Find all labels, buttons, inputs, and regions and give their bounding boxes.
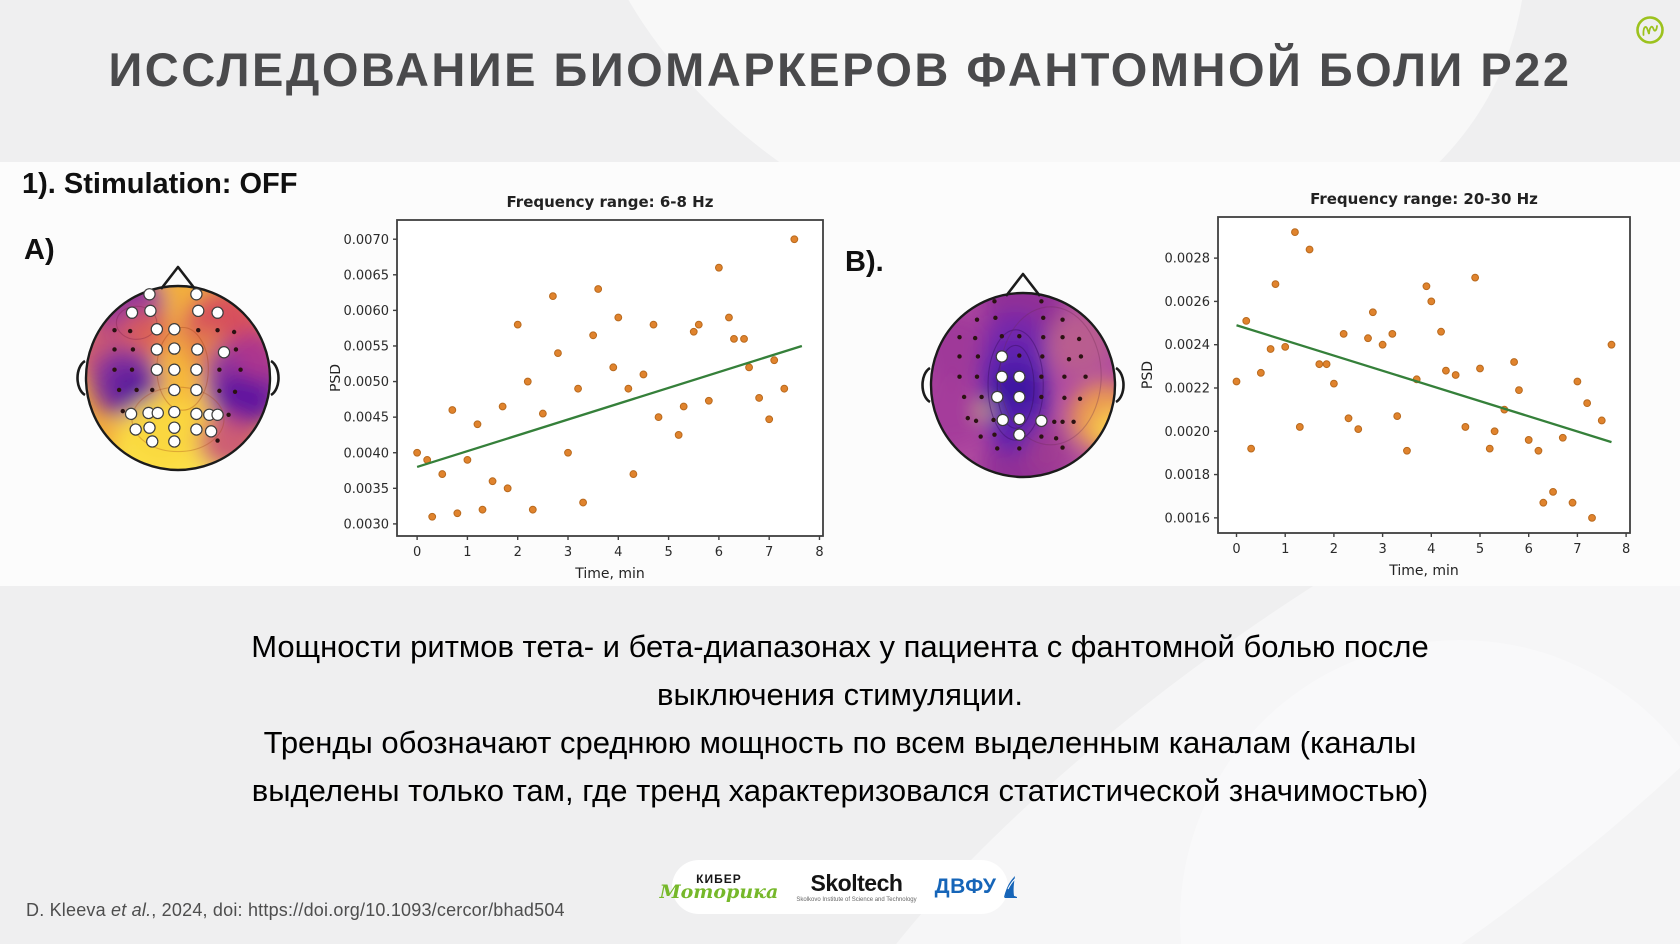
skoltech-logo: Skoltech Skolkovo Institute of Science a… (796, 869, 917, 903)
svg-text:Frequency range: 6-8 Hz: Frequency range: 6-8 Hz (507, 193, 714, 211)
svg-text:0: 0 (413, 545, 421, 560)
svg-text:0.0070: 0.0070 (344, 233, 390, 248)
svg-text:0.0018: 0.0018 (1165, 468, 1211, 483)
svg-text:1: 1 (1281, 542, 1289, 557)
svg-text:2: 2 (1330, 542, 1338, 557)
dvfu-sail-icon (1004, 876, 1018, 898)
motorica-logo-icon (1636, 16, 1664, 44)
topomap-beta (921, 272, 1125, 479)
svg-text:0.0060: 0.0060 (344, 304, 390, 319)
scatter-plot-theta: Frequency range: 6-8 Hz 0 1 2 3 4 5 6 7 8 0.0030 0.… (330, 193, 824, 582)
svg-text:4: 4 (1427, 542, 1435, 557)
skoltech-logo-text: Skoltech (810, 869, 903, 896)
citation-rest: , 2024, doi: https://doi.org/10.1093/cer… (151, 900, 565, 920)
topomap-theta (76, 265, 280, 472)
panel-a-label: A) (24, 234, 55, 266)
svg-text:0.0020: 0.0020 (1165, 425, 1211, 440)
page-title: ИССЛЕДОВАНИЕ БИОМАРКЕРОВ ФАНТОМНОЙ БОЛИ … (108, 43, 1572, 96)
caption-line: Тренды обозначают среднюю мощность по вс… (263, 725, 1417, 760)
section-label: 1). Stimulation: OFF (22, 168, 298, 200)
svg-text:0.0065: 0.0065 (344, 268, 390, 283)
svg-text:0: 0 (1232, 542, 1240, 557)
svg-text:0.0040: 0.0040 (344, 446, 390, 461)
svg-text:6: 6 (1525, 542, 1533, 557)
svg-text:0.0028: 0.0028 (1165, 252, 1211, 267)
dvfu-logo: ДВФУ (935, 875, 1021, 899)
kibermotorica-logo: КИБЕР Моторика (660, 873, 779, 902)
svg-text:6: 6 (715, 545, 723, 560)
svg-text:4: 4 (614, 545, 622, 560)
svg-text:Time, min: Time, min (1388, 563, 1459, 579)
svg-text:5: 5 (664, 545, 672, 560)
svg-text:7: 7 (1573, 542, 1581, 557)
panel-b-label: B). (845, 246, 884, 278)
svg-text:0.0016: 0.0016 (1165, 511, 1211, 526)
kiber-logo-text: КИБЕР (696, 871, 742, 886)
svg-text:0.0050: 0.0050 (344, 375, 390, 390)
svg-text:PSD: PSD (1140, 361, 1156, 389)
svg-text:3: 3 (1378, 542, 1386, 557)
svg-text:0.0026: 0.0026 (1165, 295, 1211, 310)
svg-text:0.0022: 0.0022 (1165, 382, 1211, 397)
dvfu-logo-text: ДВФУ (934, 875, 997, 898)
caption-line: Мощности ритмов тета- и бета-диапазонах … (251, 629, 1429, 664)
skoltech-logo-subtext: Skolkovo Institute of Science and Techno… (796, 896, 917, 903)
svg-text:8: 8 (1622, 542, 1630, 557)
svg-text:0.0035: 0.0035 (344, 482, 390, 497)
svg-text:5: 5 (1476, 542, 1484, 557)
citation: D. Kleeva et al., 2024, doi: https://doi… (26, 900, 565, 921)
svg-text:0.0055: 0.0055 (344, 340, 390, 355)
partner-logos: КИБЕР Моторика Skoltech Skolkovo Institu… (660, 860, 1018, 914)
svg-text:0.0045: 0.0045 (344, 411, 390, 426)
figure-caption: Мощности ритмов тета- и бета-диапазонах … (0, 623, 1680, 815)
svg-text:7: 7 (765, 545, 773, 560)
citation-author: D. Kleeva (26, 900, 106, 920)
svg-text:8: 8 (815, 545, 823, 560)
citation-etal: et al. (105, 900, 152, 920)
svg-text:Frequency range: 20-30 Hz: Frequency range: 20-30 Hz (1310, 190, 1538, 208)
motorica-logo-text: Моторика (659, 880, 779, 903)
scatter-plot-beta: Frequency range: 20-30 Hz 0 1 2 3 4 5 6 7 8 0.0016… (1140, 190, 1631, 579)
svg-text:3: 3 (564, 545, 572, 560)
svg-text:2: 2 (514, 545, 522, 560)
caption-line: выделены только там, где тренд характери… (251, 773, 1429, 808)
caption-line: выключения стимуляции. (657, 677, 1023, 712)
svg-text:0.0024: 0.0024 (1165, 338, 1211, 353)
svg-text:0.0030: 0.0030 (344, 517, 390, 532)
svg-text:PSD: PSD (330, 364, 344, 392)
svg-text:1: 1 (463, 545, 471, 560)
svg-text:Time, min: Time, min (574, 566, 645, 582)
